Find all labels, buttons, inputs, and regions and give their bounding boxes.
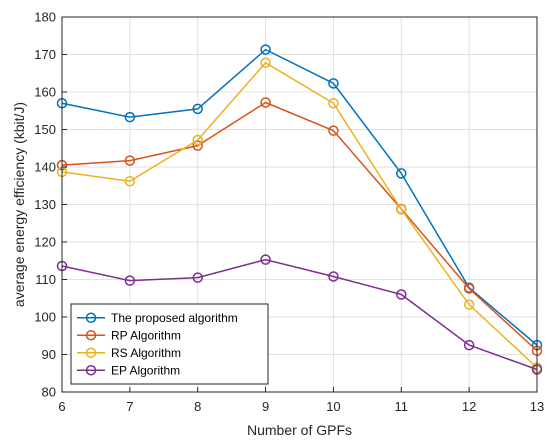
- data-point: [463, 283, 475, 294]
- data-point: [260, 254, 271, 265]
- x-axis-label: Number of GPFs: [247, 422, 352, 438]
- y-tick-label: 180: [34, 10, 56, 25]
- legend-items: The proposed algorithm RP Algorithm RS Alg…: [77, 311, 238, 377]
- data-point: [260, 57, 271, 68]
- legend-marker: [85, 312, 97, 323]
- legend-marker: [85, 330, 97, 341]
- legend-label: RP Algorithm: [111, 328, 181, 342]
- legend-item: RP Algorithm: [77, 328, 181, 342]
- data-point: [192, 103, 203, 115]
- data-point: [192, 272, 203, 283]
- x-tick-label: 10: [326, 399, 340, 414]
- data-point: [396, 289, 407, 300]
- series-line: [61, 48, 538, 346]
- data-point: [124, 176, 136, 187]
- legend-label: The proposed algorithm: [111, 311, 238, 325]
- data-point: [260, 44, 271, 55]
- x-tick-label: 12: [462, 399, 476, 414]
- legend: The proposed algorithm RP Algorithm RS Alg…: [70, 303, 269, 385]
- legend-item: RS Algorithm: [77, 346, 181, 360]
- y-tick-label: 150: [34, 122, 56, 137]
- data-point: [124, 275, 136, 286]
- series-line: [61, 101, 538, 352]
- legend-item: EP Algorithm: [77, 363, 180, 377]
- legend-label: RS Algorithm: [111, 346, 181, 360]
- y-tick-label: 160: [34, 85, 56, 100]
- series-line: [61, 61, 538, 369]
- data-point: [463, 339, 475, 351]
- data-point: [328, 125, 339, 136]
- data-point: [328, 271, 339, 282]
- series-line: [61, 258, 538, 371]
- data-point: [192, 134, 203, 146]
- y-tick-label: 110: [35, 272, 56, 287]
- x-tick-label: 8: [194, 399, 201, 414]
- series-layer: [56, 44, 543, 375]
- x-tick-label: 6: [58, 399, 65, 414]
- data-point: [328, 78, 339, 89]
- ticks: 6 7 8 9 10 11 12 13 80 90 100 110 120 130 140 150 160 170…: [34, 10, 544, 415]
- y-tick-label: 170: [34, 47, 56, 62]
- legend-marker: [85, 365, 97, 376]
- legend-label: EP Algorithm: [111, 363, 180, 377]
- y-tick-label: 80: [42, 385, 56, 400]
- data-point: [463, 299, 475, 310]
- y-tick-label: 90: [42, 347, 56, 362]
- data-point: [124, 111, 136, 123]
- data-point: [328, 98, 339, 109]
- y-tick-label: 140: [34, 160, 56, 175]
- y-tick-label: 120: [34, 235, 56, 250]
- y-axis-label: average energy efficiency (kbit/J): [11, 102, 27, 307]
- x-tick-label: 11: [395, 399, 409, 414]
- data-point: [396, 168, 407, 179]
- legend-marker: [85, 347, 97, 358]
- y-tick-label: 100: [34, 310, 56, 325]
- x-tick-label: 9: [262, 399, 269, 414]
- data-point: [396, 204, 407, 215]
- data-point: [124, 155, 136, 166]
- series-2: [56, 57, 543, 373]
- y-tick-label: 130: [34, 197, 56, 212]
- data-point: [192, 140, 203, 151]
- data-point: [260, 97, 271, 108]
- legend-item: The proposed algorithm: [77, 311, 238, 325]
- x-tick-label: 13: [530, 399, 544, 414]
- x-tick-label: 7: [126, 399, 133, 414]
